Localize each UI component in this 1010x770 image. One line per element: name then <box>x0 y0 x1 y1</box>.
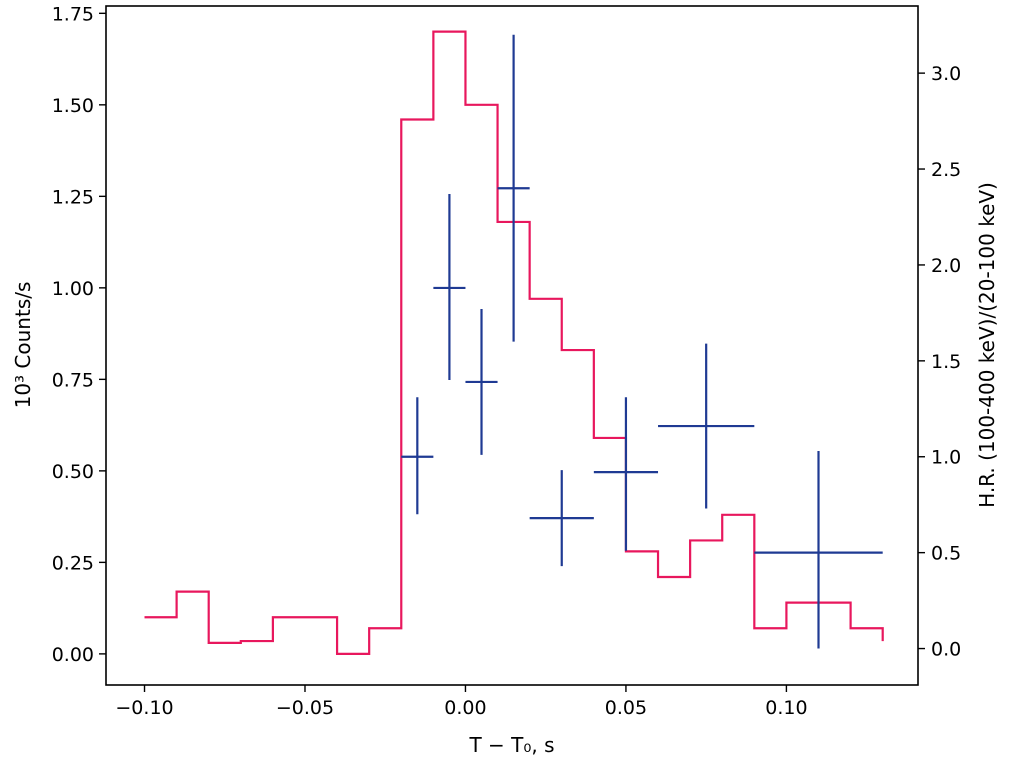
hardness-ratio-point <box>754 450 883 649</box>
count-rate-step-line <box>144 30 884 655</box>
x-axis: −0.10 −0.05 0.00 0.05 0.10 <box>115 685 808 719</box>
left-y-axis: 0.00 0.25 0.50 0.75 1.00 1.25 1.50 1.75 <box>52 3 106 666</box>
plot-frame <box>105 5 919 686</box>
right-y-tick-label: 2.0 <box>931 255 961 277</box>
hardness-ratio-point <box>465 309 498 455</box>
x-tick-label: −0.05 <box>276 697 334 719</box>
right-y-axis: 0.0 0.5 1.0 1.5 2.0 2.5 3.0 <box>918 63 961 661</box>
plot-background <box>106 6 918 685</box>
hardness-ratio-point <box>433 193 466 381</box>
right-y-axis-label: H.R. (100-400 keV)/(20-100 keV) <box>975 182 999 508</box>
x-tick-label: 0.00 <box>444 697 486 719</box>
left-y-tick-label: 0.50 <box>52 461 94 483</box>
left-y-tick-label: 1.25 <box>52 186 94 208</box>
left-y-tick-label: 1.75 <box>52 3 94 25</box>
hardness-ratio-errorbars <box>401 34 883 649</box>
right-y-tick-label: 1.5 <box>931 351 961 373</box>
counts-histogram <box>144 30 884 655</box>
left-y-axis-label: 10³ Counts/s <box>11 282 35 409</box>
right-y-tick-label: 0.5 <box>931 543 961 565</box>
right-y-tick-label: 0.0 <box>931 639 961 661</box>
left-y-tick-label: 1.50 <box>52 95 94 117</box>
left-y-tick-label: 0.25 <box>52 552 94 574</box>
hardness-ratio-point <box>401 397 434 515</box>
hardness-ratio-point <box>658 343 755 509</box>
x-tick-label: 0.10 <box>765 697 807 719</box>
left-y-tick-label: 0.00 <box>52 644 94 666</box>
left-y-tick-label: 0.75 <box>52 369 94 391</box>
x-axis-label: T − T₀, s <box>468 733 554 757</box>
right-y-tick-label: 2.5 <box>931 159 961 181</box>
hardness-ratio-point <box>593 397 659 551</box>
x-tick-label: 0.05 <box>605 697 647 719</box>
left-y-tick-label: 1.00 <box>52 278 94 300</box>
right-y-tick-label: 3.0 <box>931 63 961 85</box>
hardness-ratio-point <box>529 470 594 567</box>
right-y-tick-label: 1.0 <box>931 447 961 469</box>
x-tick-label: −0.10 <box>115 697 173 719</box>
hardness-ratio-point <box>497 34 530 342</box>
